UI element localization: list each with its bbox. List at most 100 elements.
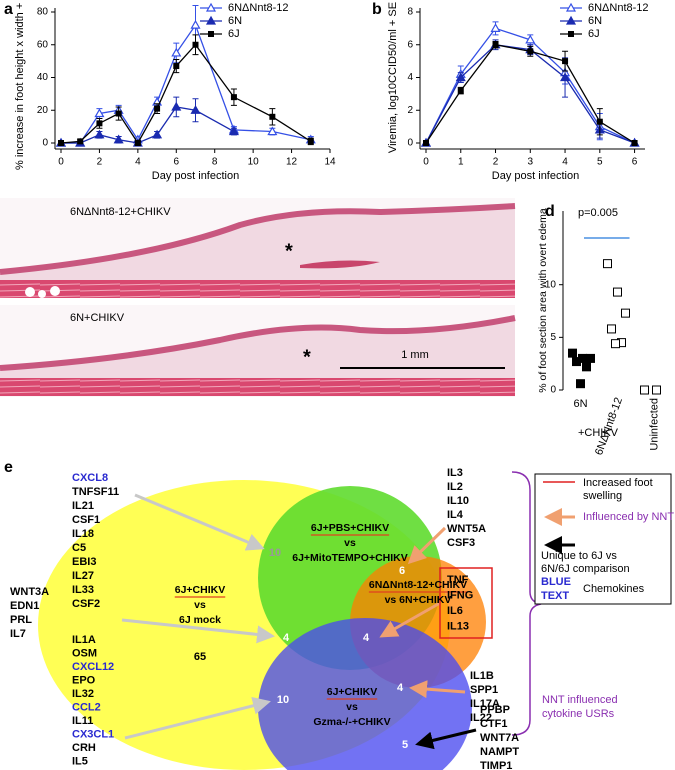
y-axis-label: % increase in foot height x width + SE bbox=[14, 0, 26, 170]
x-tick-label: 1 bbox=[458, 157, 464, 168]
point bbox=[613, 287, 622, 297]
marker bbox=[455, 72, 466, 82]
gene: IL13 bbox=[447, 620, 469, 632]
x-tick-label: 10 bbox=[248, 157, 260, 168]
gene: CCL2 bbox=[72, 701, 101, 713]
legend-label: swelling bbox=[583, 490, 622, 502]
marker bbox=[562, 58, 569, 65]
gene: WNT5A bbox=[447, 523, 486, 535]
y-tick-label: 10 bbox=[545, 279, 557, 290]
marker bbox=[560, 72, 571, 82]
set-label: vs bbox=[344, 537, 356, 549]
marker bbox=[423, 140, 429, 146]
gene: IL10 bbox=[447, 495, 469, 507]
legend-label: Unique to 6J vs bbox=[541, 550, 617, 562]
panel-label: d bbox=[545, 203, 555, 220]
marker bbox=[596, 118, 603, 125]
x-tick-label: 4 bbox=[562, 157, 568, 168]
count: 5 bbox=[402, 739, 408, 751]
marker bbox=[267, 126, 278, 136]
point bbox=[586, 353, 595, 363]
gene: IL27 bbox=[72, 570, 94, 582]
panel-label: a bbox=[4, 1, 13, 18]
gene: OSM bbox=[72, 647, 97, 659]
group-label: +CHIKV bbox=[578, 427, 619, 439]
legend-label: 6N bbox=[228, 15, 242, 27]
histology-bottom bbox=[0, 305, 516, 397]
y-tick-label: 40 bbox=[37, 72, 49, 83]
marker bbox=[171, 101, 182, 111]
x-tick-label: 3 bbox=[528, 157, 534, 168]
legend-label: 6N/6J comparison bbox=[541, 563, 630, 575]
x-axis-label: Day post infection bbox=[492, 170, 579, 182]
gene: CSF1 bbox=[72, 514, 100, 526]
marker bbox=[154, 105, 161, 112]
marker bbox=[631, 140, 638, 146]
x-tick-label: 14 bbox=[324, 157, 336, 168]
point bbox=[611, 339, 620, 349]
histology-top bbox=[0, 198, 516, 298]
point bbox=[572, 357, 581, 367]
marker bbox=[492, 41, 499, 48]
legend-marker bbox=[565, 15, 577, 25]
legend-label: 6N bbox=[588, 15, 602, 27]
gene: IL21 bbox=[72, 500, 94, 512]
marker bbox=[94, 108, 105, 118]
gene: TIMP1 bbox=[480, 760, 512, 770]
gene: IL1B bbox=[470, 670, 494, 682]
gene: IL22 bbox=[470, 712, 492, 724]
marker bbox=[77, 138, 84, 145]
brace-label: cytokine USRs bbox=[542, 708, 615, 720]
set-label: 6J+PBS+CHIKV bbox=[311, 522, 389, 534]
count: 65 bbox=[194, 651, 206, 663]
asterisk: * bbox=[285, 240, 293, 262]
gene: IL18 bbox=[72, 528, 94, 540]
x-tick-label: 6 bbox=[174, 157, 180, 168]
legend-label: Chemokines bbox=[583, 583, 645, 595]
set-label: 6J+CHIKV bbox=[175, 584, 225, 596]
gene: EDN1 bbox=[10, 600, 39, 612]
point bbox=[603, 259, 612, 269]
legend-label: 6NΔNnt8-12 bbox=[588, 2, 649, 14]
gene: CSF2 bbox=[72, 598, 100, 610]
gene: IL4 bbox=[447, 509, 464, 521]
x-tick-label: 2 bbox=[493, 157, 499, 168]
y-tick-label: 0 bbox=[407, 138, 413, 149]
point bbox=[568, 348, 577, 358]
set-label: vs bbox=[194, 599, 206, 611]
legend-marker bbox=[205, 2, 217, 12]
marker bbox=[113, 134, 124, 144]
gene: TNFSF11 bbox=[72, 486, 119, 498]
x-axis-label: Day post infection bbox=[152, 170, 239, 182]
gene: IL11 bbox=[72, 715, 93, 727]
gene: PPBP bbox=[480, 704, 510, 716]
set-label: 6J+MitoTEMPO+CHIKV bbox=[292, 552, 408, 564]
legend-label: 6J bbox=[588, 28, 600, 40]
gene: CX3CL1 bbox=[72, 728, 114, 740]
point bbox=[640, 385, 649, 395]
panel-label: b bbox=[372, 1, 382, 18]
marker bbox=[527, 48, 534, 55]
x-tick-label: Uninfected bbox=[648, 398, 660, 451]
gene: WNT7A bbox=[480, 732, 519, 744]
gene: IFNG bbox=[447, 589, 473, 601]
gene: IL32 bbox=[72, 688, 94, 700]
count: 4 bbox=[283, 632, 290, 644]
y-axis-label: % of foot section area with overt edema bbox=[537, 208, 549, 393]
gene: CXCL8 bbox=[72, 472, 108, 484]
annotation: p=0.005 bbox=[578, 207, 618, 219]
legend-marker bbox=[568, 31, 574, 37]
marker bbox=[230, 94, 237, 101]
marker bbox=[134, 140, 141, 146]
marker bbox=[490, 23, 501, 32]
gene: CTF1 bbox=[480, 718, 508, 730]
y-tick-label: 8 bbox=[407, 7, 413, 18]
gene: WNT3A bbox=[10, 586, 49, 598]
legend-label: 6J bbox=[228, 28, 240, 40]
gene: SPP1 bbox=[470, 684, 498, 696]
marker bbox=[190, 105, 201, 114]
marker bbox=[228, 126, 239, 136]
gene: IL1A bbox=[72, 634, 96, 646]
marker bbox=[152, 129, 163, 139]
